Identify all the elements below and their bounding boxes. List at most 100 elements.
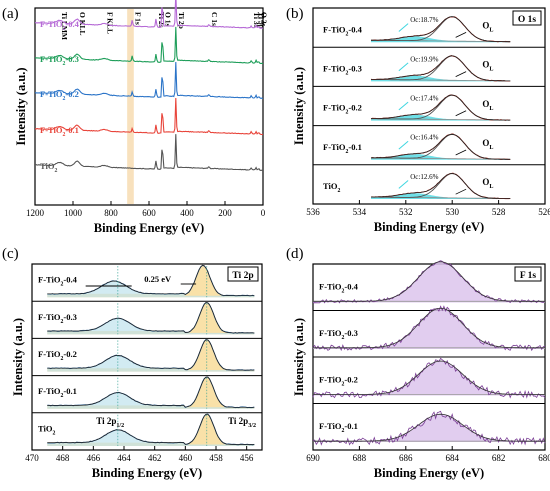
panel-d-fit-1 xyxy=(313,307,545,349)
panel-c-x-tick-label: 462 xyxy=(148,453,162,463)
panel-c-x-tick-label: 464 xyxy=(117,453,131,463)
panel-b: 536 534 532 530 528 526 Binding Energy (eV) Int… xyxy=(292,7,550,234)
panel-b-fit-1 xyxy=(371,55,511,82)
panel-c-x-tick-label: 468 xyxy=(56,453,70,463)
panel-a-x-tick-label: 600 xyxy=(142,208,156,218)
panel-d-fit-2 xyxy=(313,360,545,395)
panel-a-x-tick-label: 1200 xyxy=(26,208,45,218)
panel-c-series-label-3: F-TiO2-0.1 xyxy=(38,386,77,399)
panel-b-ol-arrow-1 xyxy=(455,71,467,77)
panel-b-y-axis-label: Intensity (a.u.) xyxy=(292,67,306,145)
panel-c-series-label-0: F-TiO2-0.4 xyxy=(38,275,78,288)
panel-c-shift-label: 0.25 eV xyxy=(144,274,172,284)
panel-b-oc-arrow-1 xyxy=(398,62,409,72)
panel-a-peak-label: C 1s xyxy=(210,12,219,26)
panel-b-ol-arrow-0 xyxy=(455,32,467,38)
panel-a-peak-label: F KLL xyxy=(105,12,114,34)
panel-a-series-label-1: F-TiO2-0.1 xyxy=(40,125,79,138)
panel-b-ol-label-1: OL xyxy=(482,60,493,73)
panel-b-fit-2 xyxy=(371,94,511,121)
panel-d-letter: (d) xyxy=(286,246,304,262)
panel-b-ol-label-3: OL xyxy=(482,138,493,151)
panel-b-x-tick-label: 530 xyxy=(445,207,459,217)
panel-b-x-axis-label: Binding Energy (eV) xyxy=(374,220,484,234)
panel-d-x-tick-label: 690 xyxy=(306,453,320,463)
panel-a-x-axis-label: Binding Energy (eV) xyxy=(94,221,204,235)
panel-c-letter: (c) xyxy=(2,246,19,262)
panel-c-x-tick-label: 466 xyxy=(87,453,101,463)
panel-c: 470 468 466 464 462 460 458 456 Binding Energy (… xyxy=(11,263,263,480)
panel-c-ti2p32-label: Ti 2p3/2 xyxy=(228,416,256,429)
panel-b-ol-label-2: OL xyxy=(482,99,493,112)
panel-d-series-label-1: F-TiO2-0.3 xyxy=(319,328,358,341)
panel-b-x-tick-label: 528 xyxy=(492,207,506,217)
panel-c-fit-4 xyxy=(47,413,255,445)
panel-a-spectrum-0 xyxy=(35,134,264,171)
panel-b-title: O 1s xyxy=(518,15,537,25)
panel-b-oc-label-2: Oc:17.4% xyxy=(410,95,438,103)
panel-d-y-axis-label: Intensity (a.u.) xyxy=(292,318,306,396)
panel-b-ol-arrow-2 xyxy=(455,110,467,117)
panel-d-title: F 1s xyxy=(520,271,537,281)
panel-c-title: Ti 2p xyxy=(232,271,253,281)
panel-b-fit-4 xyxy=(371,172,511,199)
panel-d-x-tick-label: 680 xyxy=(538,453,550,463)
panel-b-series-label-2: F-TiO2-0.2 xyxy=(323,103,362,116)
panel-b-x-tick-label: 536 xyxy=(306,207,320,217)
panel-c-ti2p32-fill-4 xyxy=(47,414,255,446)
panel-a-x-tick-label: 200 xyxy=(218,208,232,218)
panel-a-x-tick-label: 800 xyxy=(104,208,118,218)
panel-d: 690 688 686 684 682 680 Binding Energy (eV) Int… xyxy=(292,260,550,480)
panel-b-ol-arrow-4 xyxy=(455,188,467,195)
panel-b-series-label-1: F-TiO2-0.3 xyxy=(323,64,362,77)
panel-d-x-tick-label: 682 xyxy=(492,453,506,463)
panel-d-x-axis-label: Binding Energy (eV) xyxy=(374,466,484,480)
panel-b-oc-label-1: Oc:19.9% xyxy=(410,55,438,63)
panel-a-letter: (a) xyxy=(2,6,19,22)
panel-a-spectrum-4 xyxy=(35,0,264,29)
panel-a-peak-label: Ti LMM xyxy=(60,12,69,40)
panel-b-ol-label-4: OL xyxy=(482,177,493,190)
panel-a-peak-label: Ti 3s xyxy=(252,12,261,28)
panel-c-fit-2 xyxy=(47,339,255,371)
panel-a-x-tick-label: 0 xyxy=(261,208,266,218)
panel-d-peak-fill-0 xyxy=(313,261,545,303)
panel-a-spectrum-2 xyxy=(34,61,264,99)
panel-b-oc-label-3: Oc:16.4% xyxy=(410,134,438,142)
panel-a-series-label-4: F-TiO2-0.4 xyxy=(40,19,80,32)
panel-c-ti2p32-fill-0 xyxy=(47,265,255,298)
panel-c-fit-3 xyxy=(47,376,255,408)
panel-b-oc-label-0: Oc:18.7% xyxy=(410,16,438,24)
panel-c-ti2p12-fill-3 xyxy=(47,392,255,409)
panel-a-series-label-2: F-TiO2-0.2 xyxy=(40,89,79,102)
panel-b-oc-arrow-2 xyxy=(398,101,409,111)
panel-a-series-label-0: TiO2 xyxy=(40,161,58,174)
panel-b-ol-label-0: OL xyxy=(482,20,493,33)
panel-b-fit-0 xyxy=(371,16,511,43)
panel-c-plot-frame xyxy=(31,263,263,451)
panel-b-oc-arrow-0 xyxy=(398,23,409,32)
panel-c-x-tick-label: 456 xyxy=(240,453,254,463)
panel-b-series-label-3: F-TiO2-0.1 xyxy=(323,142,362,155)
panel-a-peak-label: Ti 3p xyxy=(257,12,266,29)
panel-c-ti2p12-fill-0 xyxy=(47,281,255,298)
panel-a-spectrum-1 xyxy=(34,97,264,136)
panel-d-raw-2 xyxy=(312,357,546,399)
panel-c-fit-1 xyxy=(47,302,255,334)
panel-d-x-tick-label: 684 xyxy=(445,453,459,463)
panel-a-x-tick-label: 400 xyxy=(180,208,194,218)
panel-c-x-tick-label: 458 xyxy=(209,453,223,463)
panel-c-fit-0 xyxy=(47,264,255,297)
panel-d-series-label-2: F-TiO2-0.2 xyxy=(319,375,358,388)
panel-b-x-tick-label: 534 xyxy=(353,207,367,217)
panel-c-raw-2 xyxy=(47,338,255,371)
panel-b-ol-arrow-3 xyxy=(455,149,467,156)
panel-c-x-tick-label: 460 xyxy=(179,453,193,463)
panel-c-raw-1 xyxy=(47,301,255,334)
panel-b-series-label-4: TiO2 xyxy=(323,181,341,194)
panel-d-series-label-0: F-TiO2-0.4 xyxy=(319,282,359,295)
panel-a-series-label-3: F-TiO2-0.3 xyxy=(40,54,79,67)
panel-d-x-tick-label: 686 xyxy=(399,453,413,463)
panel-c-x-axis-label: Binding Energy (eV) xyxy=(92,466,202,480)
